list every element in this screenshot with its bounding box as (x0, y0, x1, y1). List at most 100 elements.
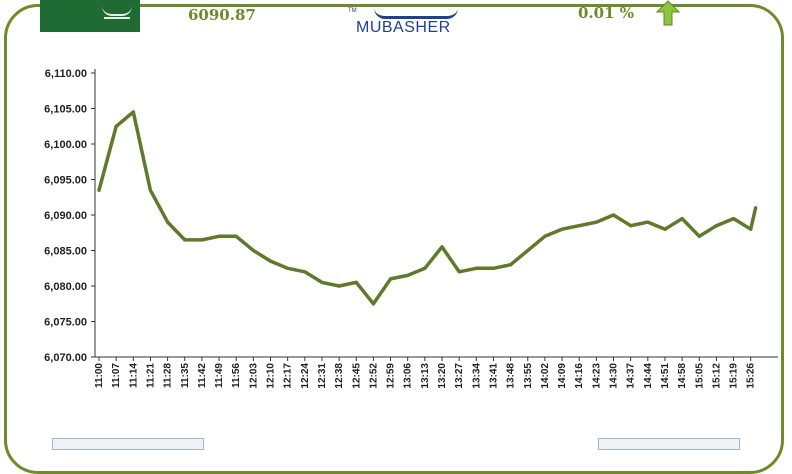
data-point (354, 280, 358, 284)
x-tick-label: 11:14 (128, 363, 139, 388)
y-tick-label: 6,090.00 (44, 210, 87, 222)
data-point (114, 124, 118, 128)
x-tick-label: 12:24 (300, 363, 311, 389)
data-point (234, 234, 238, 238)
data-point (732, 217, 736, 221)
data-point (440, 245, 444, 249)
x-tick-label: 12:31 (317, 363, 328, 389)
bottom-left-button[interactable] (52, 438, 204, 450)
data-point (680, 217, 684, 221)
flag-script (102, 6, 132, 16)
data-point (577, 224, 581, 228)
x-tick-label: 12:38 (334, 363, 345, 389)
data-point (611, 213, 616, 217)
x-tick-label: 15:12 (711, 363, 722, 389)
x-tick-label: 12:10 (266, 363, 277, 389)
data-point (200, 238, 204, 242)
x-tick-label: 13:20 (437, 363, 448, 389)
data-point (474, 266, 478, 270)
x-tick-label: 14:16 (574, 363, 585, 389)
x-tick-label: 15:19 (729, 363, 740, 389)
x-tick-label: 11:21 (145, 363, 156, 388)
data-point (320, 280, 324, 284)
data-point (148, 188, 152, 192)
change-percent: 0.01 % (578, 4, 635, 22)
data-point (131, 110, 135, 114)
x-tick-label: 11:42 (197, 363, 208, 388)
x-tick-label: 15:05 (694, 363, 705, 389)
data-point (714, 224, 719, 228)
x-tick-label: 13:06 (403, 363, 414, 389)
logo-arabic-mark (374, 8, 458, 19)
data-point (371, 302, 375, 306)
data-point (509, 263, 513, 267)
data-point (663, 227, 667, 231)
data-point (406, 273, 410, 277)
data-point (491, 266, 496, 270)
x-tick-label: 13:34 (471, 363, 482, 389)
y-tick-label: 6,085.00 (44, 246, 87, 258)
x-tick-label: 11:35 (180, 363, 191, 388)
data-point (646, 220, 650, 224)
data-point (594, 220, 599, 224)
x-tick-label: 13:27 (454, 363, 465, 389)
line-chart: 6,110.00 6,105.00 6,100.00 6,095.00 6,090.00… (44, 68, 778, 389)
data-point (543, 234, 547, 238)
x-tick-label: 11:07 (111, 363, 122, 388)
x-tick-label: 12:03 (248, 363, 259, 389)
x-tick-label: 12:17 (283, 363, 294, 389)
y-tick-label: 6,080.00 (44, 281, 87, 293)
chart-frame (4, 4, 784, 474)
y-tick-label: 6,105.00 (44, 104, 87, 116)
x-tick-label: 11:49 (214, 363, 225, 388)
y-tick-label: 6,070.00 (44, 352, 87, 364)
logo-name: MUBASHER (356, 19, 451, 36)
x-tick-label: 14:51 (660, 363, 671, 389)
data-point (629, 224, 633, 228)
x-tick-label: 14:02 (540, 363, 551, 389)
data-point (749, 227, 753, 231)
data-point (457, 270, 461, 274)
mubasher-logo: TM MUBASHER (348, 8, 466, 38)
data-point (97, 188, 101, 192)
x-tick-label: 14:30 (609, 363, 620, 389)
x-tick-label: 12:59 (386, 363, 397, 389)
x-tick-label: 11:28 (163, 363, 174, 388)
x-tick-label: 13:13 (420, 363, 431, 389)
data-point (251, 248, 255, 253)
price-series-line (97, 110, 758, 306)
y-tick-label: 6,110.00 (45, 68, 87, 80)
x-tick-label: 11:56 (231, 363, 242, 388)
data-point (337, 284, 341, 288)
x-tick-label: 11:00 (94, 363, 105, 388)
data-point (166, 220, 170, 224)
data-point (303, 270, 307, 274)
y-tick-label: 6,075.00 (44, 317, 87, 329)
data-point (389, 277, 393, 281)
y-tick-label: 6,100.00 (44, 139, 87, 151)
x-tick-label: 14:23 (591, 363, 602, 389)
x-tick-label: 13:48 (506, 363, 517, 389)
data-point (560, 227, 564, 231)
index-price: 6090.87 (188, 6, 256, 24)
x-tick-label: 14:58 (677, 363, 688, 389)
y-tick-label: 6,095.00 (44, 175, 87, 187)
x-tick-label: 12:52 (368, 363, 379, 389)
data-point (183, 238, 187, 242)
x-tick-label: 14:37 (626, 363, 637, 389)
data-point (217, 234, 221, 238)
data-point (286, 266, 290, 270)
x-tick-label: 15:26 (746, 363, 757, 389)
x-tick-label: 13:55 (523, 363, 534, 389)
data-point (268, 259, 273, 263)
bottom-right-button[interactable] (598, 438, 740, 450)
data-point (423, 266, 427, 270)
x-tick-label: 13:41 (488, 363, 499, 389)
data-point (526, 248, 530, 253)
x-tick-label: 12:45 (351, 363, 362, 389)
data-point (697, 234, 701, 238)
data-point (754, 206, 758, 210)
flag-sword (104, 17, 130, 19)
x-tick-label: 14:09 (557, 363, 568, 389)
logo-tm: TM (348, 8, 357, 14)
